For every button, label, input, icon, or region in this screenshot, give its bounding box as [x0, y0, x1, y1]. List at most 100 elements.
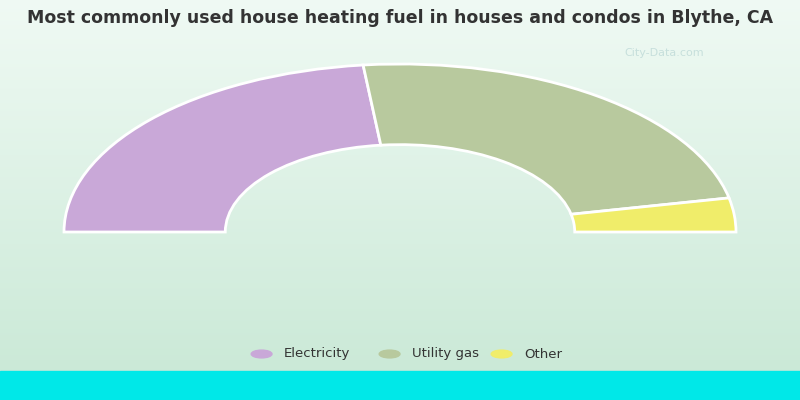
Bar — [0, 199, 800, 200]
Bar — [0, 135, 800, 136]
Bar — [0, 35, 800, 36]
Bar — [0, 33, 800, 35]
Bar — [0, 63, 800, 64]
Bar — [0, 19, 800, 20]
Bar — [0, 32, 800, 33]
Bar — [0, 345, 800, 347]
Bar — [0, 143, 800, 144]
Bar — [0, 25, 800, 27]
Bar — [0, 353, 800, 355]
Bar — [0, 119, 800, 120]
Bar — [0, 208, 800, 209]
Bar — [0, 132, 800, 133]
Bar — [0, 168, 800, 169]
Bar — [0, 4, 800, 5]
Bar — [0, 352, 800, 353]
Bar — [0, 279, 800, 280]
Bar — [0, 391, 800, 392]
Bar — [0, 311, 800, 312]
Bar — [0, 77, 800, 79]
Bar — [0, 351, 800, 352]
Bar — [0, 181, 800, 183]
Bar — [0, 8, 800, 9]
Bar — [0, 169, 800, 171]
Bar — [0, 59, 800, 60]
Bar — [0, 165, 800, 167]
Bar — [0, 152, 800, 153]
Bar — [0, 83, 800, 84]
Bar — [0, 163, 800, 164]
Bar — [0, 95, 800, 96]
Bar — [0, 96, 800, 97]
Bar — [0, 159, 800, 160]
Bar — [0, 17, 800, 19]
Bar — [0, 336, 800, 337]
Bar — [0, 20, 800, 21]
Bar — [0, 224, 800, 225]
Bar — [0, 108, 800, 109]
Bar — [0, 109, 800, 111]
Bar — [0, 104, 800, 105]
Bar — [0, 107, 800, 108]
Bar — [0, 156, 800, 157]
Bar — [0, 60, 800, 61]
Bar — [0, 357, 800, 359]
Bar — [0, 375, 800, 376]
Bar — [0, 136, 800, 137]
Bar — [0, 16, 800, 17]
Bar — [0, 139, 800, 140]
Bar — [0, 56, 800, 57]
Bar — [0, 253, 800, 255]
Bar — [0, 184, 800, 185]
Bar — [0, 397, 800, 399]
Bar — [0, 231, 800, 232]
Bar — [0, 307, 800, 308]
Bar — [0, 173, 800, 175]
Bar — [0, 287, 800, 288]
Bar — [0, 157, 800, 159]
Bar — [0, 100, 800, 101]
Bar — [0, 5, 800, 7]
Bar — [0, 113, 800, 115]
Bar — [0, 292, 800, 293]
Bar — [0, 244, 800, 245]
Bar — [0, 76, 800, 77]
Bar — [0, 112, 800, 113]
Bar — [0, 80, 800, 81]
Ellipse shape — [251, 350, 272, 358]
Bar — [0, 227, 800, 228]
Bar — [0, 37, 800, 39]
Ellipse shape — [379, 350, 400, 358]
Bar — [0, 283, 800, 284]
Bar — [0, 328, 800, 329]
Bar — [0, 105, 800, 107]
Bar — [0, 41, 800, 43]
Bar — [0, 183, 800, 184]
Bar — [0, 65, 800, 67]
Bar — [0, 343, 800, 344]
Bar — [0, 295, 800, 296]
Bar — [0, 384, 800, 385]
Bar — [0, 315, 800, 316]
Bar — [0, 133, 800, 135]
Bar — [0, 271, 800, 272]
Bar — [0, 84, 800, 85]
Bar — [0, 232, 800, 233]
Bar — [0, 212, 800, 213]
Bar — [0, 371, 800, 372]
Bar — [0, 9, 800, 11]
Bar — [0, 269, 800, 271]
Bar — [0, 49, 800, 51]
Bar — [0, 57, 800, 59]
Bar — [0, 355, 800, 356]
Bar — [0, 339, 800, 340]
Bar — [0, 131, 800, 132]
Bar — [0, 189, 800, 191]
Bar — [0, 11, 800, 12]
Bar — [0, 259, 800, 260]
Bar — [0, 220, 800, 221]
Bar — [0, 288, 800, 289]
Bar — [0, 281, 800, 283]
Bar — [0, 103, 800, 104]
Bar — [0, 71, 800, 72]
